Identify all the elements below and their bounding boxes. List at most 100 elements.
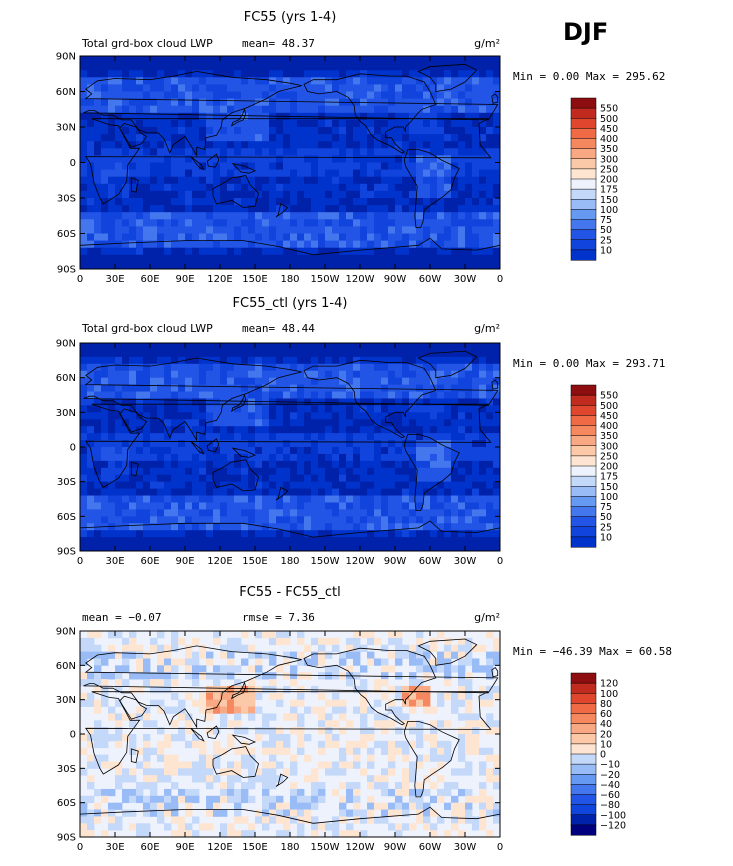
y-tick-label: 60S [57,229,76,240]
panel-2-units: g/m² [474,322,500,335]
x-tick-label: 180 [280,274,299,285]
x-tick-label: 0 [77,556,83,567]
y-tick-label: 30N [56,408,76,419]
x-tick-label: 60E [140,556,159,567]
y-tick-label: 60S [57,798,76,809]
colorbar-swatch [570,384,597,396]
colorbar-label: −120 [600,820,626,831]
colorbar-label: 100 [600,689,618,700]
colorbar-swatch [570,693,597,704]
x-tick-label: 0 [497,274,503,285]
colorbar-swatch [570,107,597,119]
colorbar-swatch [570,188,597,200]
colorbar-label: 300 [600,154,618,165]
panel-1-units: g/m² [474,37,500,50]
x-tick-label: 60W [419,274,442,285]
x-tick-label: 30E [105,274,124,285]
y-tick-label: 0 [70,443,76,454]
colorbar-swatch [570,168,597,180]
colorbar-swatch [570,794,597,806]
x-tick-label: 30W [454,274,477,285]
y-tick-label: 60N [56,87,76,98]
colorbar-swatch [570,753,597,765]
colorbar-label: 350 [600,144,618,155]
x-tick-label: 150W [311,274,340,285]
y-tick-label: 90S [57,833,76,844]
x-tick-label: 30W [454,842,477,853]
colorbar-swatch [570,249,597,261]
colorbar-label: −60 [600,790,620,801]
colorbar-label: 120 [600,679,618,690]
colorbar-swatch [570,536,597,548]
colorbar-label: 50 [600,225,612,236]
panel-3-map [79,631,501,838]
colorbar-label: −10 [600,760,620,771]
colorbar-swatch [570,763,597,775]
colorbar-label: 25 [600,522,612,533]
colorbar-label: 150 [600,482,618,493]
y-tick-label: 90N [56,339,76,350]
x-tick-label: 30E [105,842,124,853]
colorbar-swatch [570,516,597,528]
y-tick-label: 30S [57,194,76,205]
colorbar-swatch [570,774,597,785]
colorbar-label: 0 [600,750,606,761]
panel-3-units: g/m² [474,611,500,624]
panel-3-minmax: Min = −46.39 Max = 60.58 [513,645,672,658]
panel-1-map [79,56,501,270]
colorbar-swatch [570,506,597,518]
x-tick-label: 90W [384,274,407,285]
panel-1-axes: 0 30E 60E 90E 120E 150E 180 150W 120W 90W 60W 30W 09… [56,52,503,286]
x-tick-label: 60E [140,274,159,285]
colorbar-swatch [570,486,597,497]
y-tick-label: 30S [57,477,76,488]
panel-1-mean: mean= 48.37 [242,37,315,50]
colorbar-swatch [570,784,597,796]
x-tick-label: 90E [175,274,194,285]
x-tick-label: 120E [207,274,232,285]
colorbar-label: 175 [600,185,618,196]
colorbar-swatch [570,148,597,160]
colorbar-label: 200 [600,175,618,186]
colorbar-label: 25 [600,235,612,246]
panel-3-axes: 0 30E 60E 90E 120E 150E 180 150W 120W 90W 60W 30W 09… [56,627,503,854]
x-tick-label: 60E [140,842,159,853]
colorbar-label: 500 [600,401,618,412]
colorbar-label: 10 [600,739,612,750]
x-tick-label: 120W [346,556,375,567]
colorbar-swatch [570,743,597,755]
x-tick-label: 60W [419,556,442,567]
x-tick-label: 60W [419,842,442,853]
colorbar-swatch [570,682,597,694]
x-tick-label: 120E [207,556,232,567]
panel-3: FC55 - FC55_ctl mean = −0.07 rmse = 7.36… [56,585,672,853]
panel-3-rmse: rmse = 7.36 [242,611,315,624]
colorbar-label: 450 [600,411,618,422]
colorbar-swatch [570,219,597,231]
colorbar-label: 80 [600,699,612,710]
colorbar-swatch [570,804,597,816]
colorbar-label: 10 [600,532,612,543]
colorbar-label: 200 [600,462,618,473]
y-tick-label: 90S [57,547,76,558]
x-tick-label: 120W [346,842,375,853]
panel-3-title: FC55 - FC55_ctl [239,585,341,600]
x-tick-label: 30E [105,556,124,567]
y-tick-label: 30S [57,764,76,775]
colorbar-label: 400 [600,421,618,432]
x-tick-label: 180 [280,842,299,853]
colorbar-swatch [570,118,597,129]
colorbar-swatch [570,229,597,241]
colorbar-swatch [570,415,597,427]
colorbar-swatch [570,824,597,836]
panel-2-colorbar: 5505004504003503002502001751501007550251… [570,384,618,548]
colorbar-label: −20 [600,770,620,781]
colorbar-swatch [570,239,597,251]
colorbar-swatch [570,199,597,210]
y-tick-label: 90N [56,627,76,638]
x-tick-label: 90E [175,556,194,567]
x-tick-label: 120E [207,842,232,853]
colorbar-swatch [570,733,597,745]
colorbar-swatch [570,496,597,508]
